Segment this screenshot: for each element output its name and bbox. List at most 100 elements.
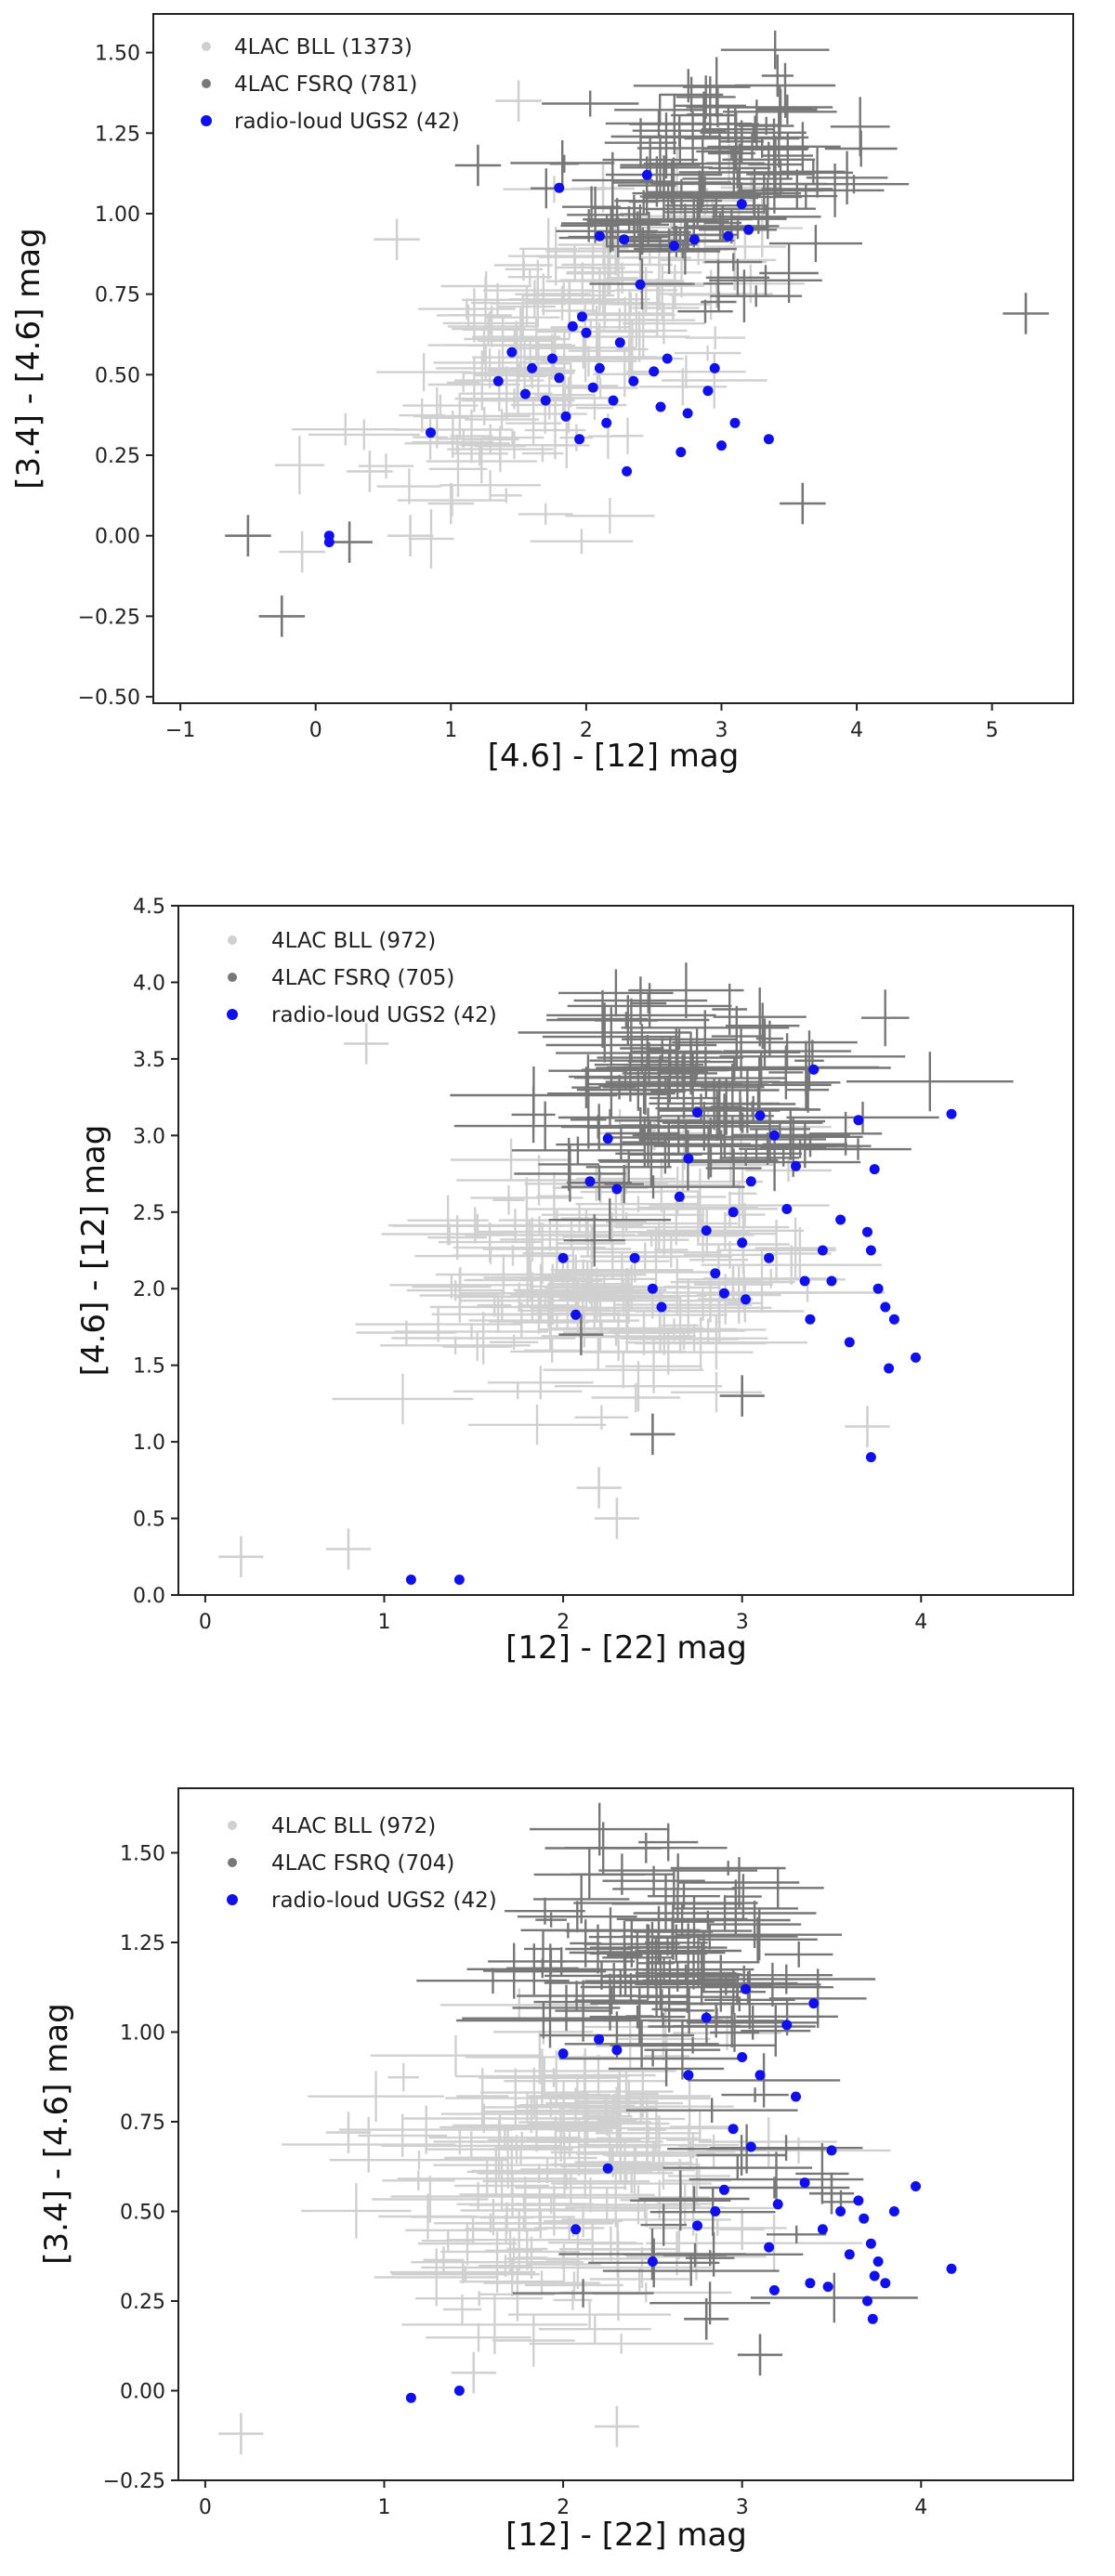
errorbar-fsrq <box>533 1875 630 1924</box>
errorbar-bll <box>550 2138 701 2190</box>
errorbar-bll <box>559 2231 677 2267</box>
errorbar-fsrq <box>636 1937 675 1990</box>
ugs2-point <box>567 320 578 332</box>
errorbar-fsrq <box>676 1909 842 1961</box>
ugs2-point <box>745 2141 756 2152</box>
errorbar-bll-outlier <box>495 80 542 122</box>
ugs2-point <box>577 311 587 322</box>
ugs2-point <box>622 465 633 477</box>
ugs2-point <box>601 417 612 428</box>
errorbar-fsrq <box>719 1149 772 1166</box>
errorbar-fsrq <box>604 118 677 168</box>
errorbar-bll <box>450 304 487 326</box>
errorbar-bll <box>509 280 560 319</box>
errorbar-fsrq <box>518 1002 691 1063</box>
errorbar-bll <box>453 2099 621 2152</box>
errorbar-bll <box>537 1311 632 1348</box>
ugs2-point <box>710 1268 721 1279</box>
ugs2-point <box>888 1314 899 1325</box>
ugs2-point <box>655 401 666 412</box>
errorbar-bll <box>467 1405 607 1445</box>
errorbar-fsrq <box>520 1907 701 1954</box>
x-tick-label: 3 <box>715 719 728 742</box>
ugs2-point <box>540 395 551 406</box>
errorbar-bll-outlier <box>347 451 393 492</box>
ugs2-point <box>584 1176 596 1187</box>
ugs2-point <box>772 2199 783 2210</box>
errorbar-fsrq <box>542 1007 680 1066</box>
panel-1-legend-label-bll: 4LAC BLL (1373) <box>234 35 413 59</box>
panel-3-plot-area <box>218 1802 957 2455</box>
errorbar-bll <box>459 2173 566 2216</box>
ugs2-point <box>869 2270 880 2282</box>
errorbar-fsrq <box>670 1861 786 1876</box>
errorbar-fsrq <box>606 1107 690 1168</box>
ugs2-point <box>674 1191 685 1202</box>
errorbar-fsrq-outlier <box>1003 293 1049 334</box>
errorbar-bll <box>427 357 520 412</box>
ugs2-point <box>701 2012 712 2023</box>
errorbar-bll <box>649 2220 787 2236</box>
errorbar-fsrq <box>642 192 753 226</box>
errorbar-bll <box>466 2146 525 2197</box>
errorbar-bll <box>578 2074 659 2128</box>
errorbar-fsrq <box>548 1198 672 1242</box>
panel-2-legend: 4LAC BLL (972) 4LAC FSRQ (705) radio-lou… <box>227 929 497 1027</box>
ugs2-point <box>581 327 592 338</box>
panel-2-ticks: 0 1 2 3 4 0.0 0.5 1.0 1.5 2.0 2.5 3.0 3.5 4.0 4.5 <box>133 896 927 1634</box>
errorbar-bll <box>581 1275 628 1301</box>
ugs2-point <box>853 1115 864 1126</box>
errorbar-fsrq <box>761 54 794 98</box>
ugs2-point <box>911 1352 921 1363</box>
y-tick-label: 1.50 <box>95 43 140 66</box>
errorbar-fsrq <box>602 1865 705 1896</box>
errorbar-bll <box>693 1264 773 1304</box>
errorbar-fsrq-outlier <box>808 2172 855 2215</box>
ugs2-point <box>405 2392 416 2403</box>
errorbar-fsrq <box>704 253 763 271</box>
errorbar-bll <box>454 2048 629 2104</box>
errorbar-bll <box>372 2176 489 2223</box>
errorbar-fsrq <box>657 241 708 259</box>
errorbar-fsrq-outlier <box>558 1314 604 1355</box>
errorbar-fsrq <box>605 1124 680 1143</box>
panel-2-legend-label-bll: 4LAC BLL (972) <box>271 929 436 953</box>
errorbar-bll <box>662 352 767 409</box>
ugs2-point <box>692 1107 702 1118</box>
errorbar-bll <box>646 1212 804 1249</box>
y-tick-label: 1.25 <box>120 1932 165 1955</box>
ugs2-point <box>884 1363 895 1374</box>
ugs2-point <box>826 2145 837 2156</box>
ugs2-point <box>611 1183 623 1195</box>
errorbar-bll <box>453 1219 606 1276</box>
errorbar-bll-outlier <box>279 530 325 573</box>
y-tick-label: 0.00 <box>95 526 140 549</box>
panel-2-legend-marker-fsrq <box>228 973 237 982</box>
ugs2-point <box>741 1294 751 1305</box>
panel-1-y-axis-label: [3.4] - [4.6] mag <box>10 228 47 489</box>
errorbar-fsrq <box>710 285 803 307</box>
errorbar-fsrq <box>656 1111 826 1131</box>
ugs2-point <box>718 1288 729 1299</box>
errorbar-fsrq <box>794 1030 824 1092</box>
ugs2-point <box>492 375 504 386</box>
errorbar-fsrq-outlier <box>719 1375 765 1417</box>
errorbar-bll <box>490 488 522 503</box>
ugs2-point <box>635 279 646 290</box>
errorbar-fsrq <box>620 1024 664 1073</box>
errorbar-fsrq <box>644 135 762 193</box>
panel-3-marks <box>218 1802 957 2455</box>
y-tick-label: −0.25 <box>78 606 140 629</box>
ugs2-point <box>799 2177 810 2189</box>
errorbar-bll <box>393 421 513 438</box>
panel-3-y-axis-label: [3.4] - [4.6] mag <box>38 2003 75 2264</box>
errorbar-bll <box>728 1169 757 1219</box>
errorbar-fsrq <box>573 1874 758 1932</box>
errorbar-bll <box>402 394 479 417</box>
panel-1-color-color-plot: −1 0 1 2 3 4 5 −0.50 −0.25 0.00 0.25 0.50 0.75 1.00 1.… <box>10 13 1074 775</box>
errorbar-fsrq <box>625 2098 798 2123</box>
errorbar-bll <box>439 1988 598 2022</box>
errorbar-bll <box>649 1182 830 1229</box>
errorbar-bll <box>486 294 560 341</box>
errorbar-bll <box>451 1138 572 1182</box>
